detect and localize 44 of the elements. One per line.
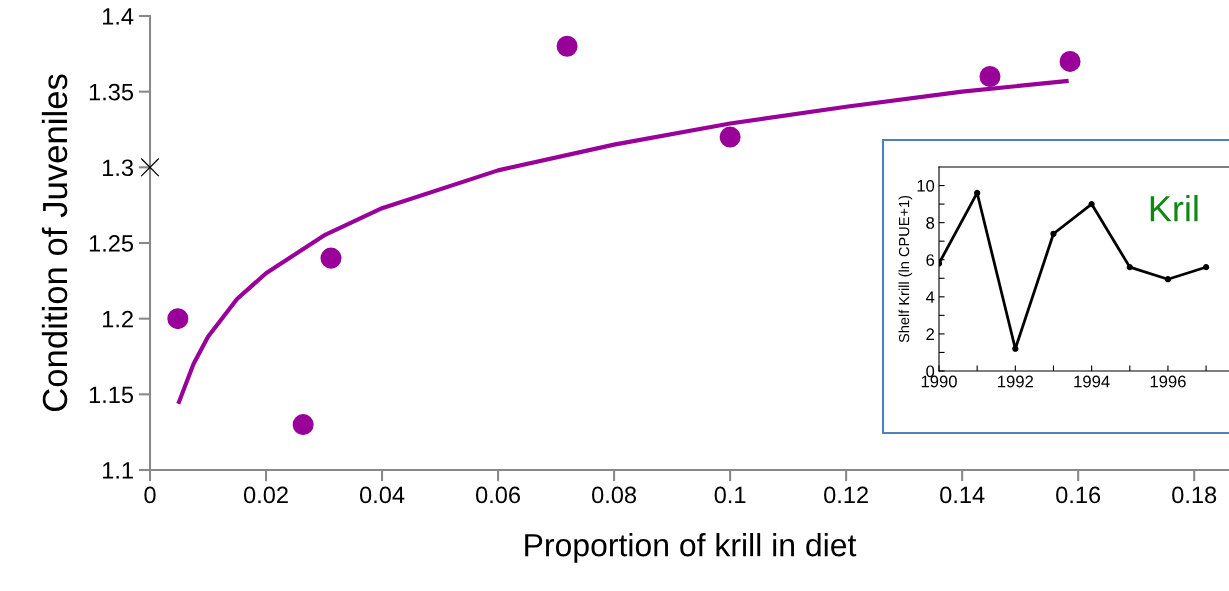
point: [1088, 200, 1095, 208]
y-tick-label: 1.2: [103, 310, 133, 328]
point: [556, 35, 578, 57]
y-axis-title: Shelf Krill (ln CPUE+1): [898, 195, 913, 343]
y-tick-label: 1.1: [103, 462, 133, 479]
x-tick-label: 0.1: [714, 486, 746, 504]
x-tick-label: 0.12: [824, 486, 868, 504]
point: [320, 247, 342, 269]
x-tick-label: 0.18: [1172, 486, 1217, 504]
point: [979, 66, 1001, 88]
x-tick-label: 0.14: [940, 486, 985, 504]
x-tick-label: 0.06: [476, 486, 521, 504]
x-tick-label: 1992: [998, 375, 1034, 388]
point: [1164, 276, 1172, 283]
y-tick-label: 10: [917, 179, 935, 192]
point: [1050, 230, 1057, 237]
point: [719, 126, 741, 148]
y-tick-label: 6: [926, 254, 935, 266]
x-tick-label: 0.16: [1056, 486, 1101, 504]
point: [140, 157, 160, 177]
x-tick-label: 0.08: [592, 486, 637, 504]
y-tick-label: 1.4: [103, 8, 134, 25]
y-tick-label: 1.15: [89, 386, 134, 404]
x-tick-label: 0.02: [243, 486, 288, 504]
y-tick-label: 1.3: [103, 159, 133, 177]
y-tick-label: 1.35: [89, 83, 134, 101]
point: [167, 308, 189, 330]
x-axis-title: Proportion of krill in diet: [525, 532, 857, 563]
point: [1126, 264, 1133, 271]
point: [974, 189, 981, 197]
x-tick-label: 0.04: [359, 486, 405, 504]
y-tick-label: 1.25: [89, 235, 134, 252]
y-tick-label: 2: [926, 328, 934, 340]
point: [292, 414, 314, 436]
point: [1012, 345, 1019, 352]
point: [1202, 264, 1210, 271]
point: [1059, 50, 1081, 72]
x-tick-label: 1996: [1150, 375, 1186, 388]
y-tick-label: 4: [925, 291, 935, 303]
x-tick-label: 1994: [1074, 375, 1110, 388]
annotation: Kril: [1150, 195, 1198, 222]
y-tick-label: 8: [926, 217, 935, 229]
x-tick-label: 0: [144, 486, 156, 504]
y-axis-title: Condition of Juveniles: [41, 74, 68, 412]
